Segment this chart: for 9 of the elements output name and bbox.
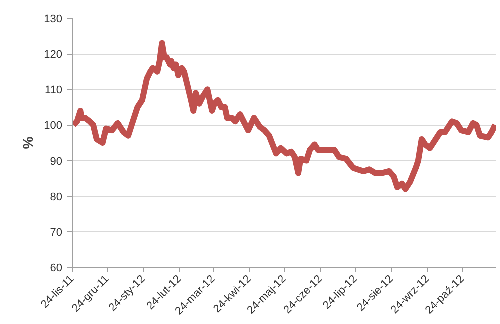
y-tick-label: 130 — [44, 14, 63, 26]
y-tick-label: 60 — [50, 262, 63, 274]
y-tick-label: 100 — [44, 120, 63, 132]
y-tick-label: 120 — [44, 49, 63, 62]
y-tick-label: 70 — [50, 226, 63, 239]
y-axis-title: % — [20, 136, 36, 150]
y-tick-label: 80 — [50, 191, 63, 204]
y-tick-label: 90 — [50, 156, 63, 168]
y-tick-label: 110 — [44, 84, 63, 97]
